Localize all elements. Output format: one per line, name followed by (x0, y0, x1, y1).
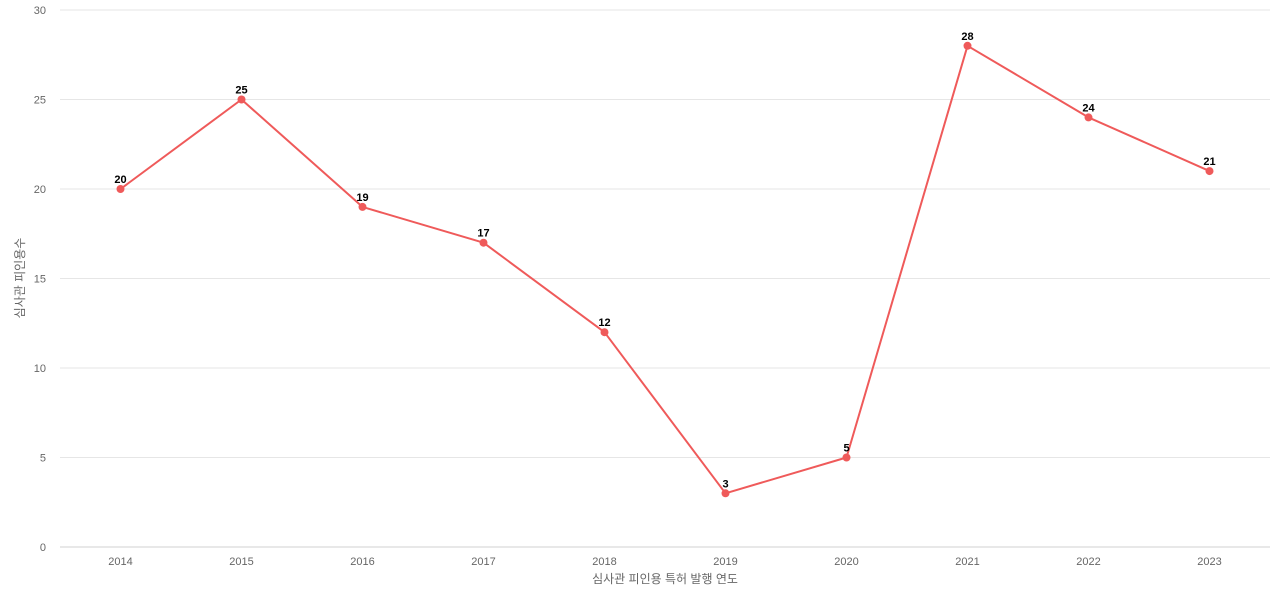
x-tick-label: 2023 (1197, 556, 1221, 568)
data-label: 5 (843, 443, 849, 455)
y-tick-label: 15 (34, 274, 46, 286)
data-label: 3 (722, 478, 728, 490)
data-label: 20 (114, 174, 126, 186)
x-axis-title: 심사관 피인용 특허 발행 연도 (592, 571, 738, 586)
data-label: 12 (598, 317, 610, 329)
data-point[interactable] (721, 489, 730, 498)
data-point[interactable] (237, 95, 246, 104)
data-label: 21 (1203, 156, 1215, 168)
data-label: 25 (235, 85, 247, 97)
gridlines (60, 9, 1270, 548)
x-tick-label: 2021 (955, 556, 979, 568)
x-tick-label: 2014 (108, 556, 132, 568)
data-label: 24 (1082, 102, 1095, 114)
data-point[interactable] (479, 238, 488, 247)
data-point[interactable] (842, 453, 851, 462)
data-point[interactable] (358, 202, 367, 211)
x-tick-label: 2017 (471, 556, 495, 568)
series-layer (116, 41, 1214, 498)
x-tick-label: 2015 (229, 556, 253, 568)
x-tick-label: 2016 (350, 556, 374, 568)
x-tick-label: 2018 (592, 556, 616, 568)
x-tick-label: 2022 (1076, 556, 1100, 568)
y-tick-label: 30 (34, 5, 46, 17)
data-point[interactable] (116, 185, 125, 193)
y-tick-label: 10 (34, 363, 46, 375)
y-tick-label: 0 (40, 542, 46, 554)
data-point[interactable] (963, 41, 972, 50)
data-labels: 20 25 19 17 12 3 5 28 24 21 (114, 31, 1215, 490)
y-tick-label: 5 (40, 453, 46, 465)
data-point[interactable] (600, 328, 609, 337)
data-label: 19 (356, 192, 368, 204)
x-tick-label: 2020 (834, 556, 858, 568)
x-tick-label: 2019 (713, 556, 737, 568)
series-line (119, 44, 1210, 495)
y-axis-ticks: 0 5 10 15 20 25 30 (34, 5, 46, 554)
y-tick-label: 20 (34, 184, 46, 196)
y-axis-title: 심사관 피인용수 (13, 238, 27, 319)
data-point[interactable] (1084, 113, 1093, 122)
x-axis-ticks: 2014 2015 2016 2017 2018 2019 2020 2021 2022 2023 (108, 556, 1221, 568)
data-label: 17 (477, 228, 489, 240)
data-label: 28 (961, 31, 973, 43)
y-tick-label: 25 (34, 95, 46, 107)
data-point[interactable] (1205, 167, 1214, 176)
